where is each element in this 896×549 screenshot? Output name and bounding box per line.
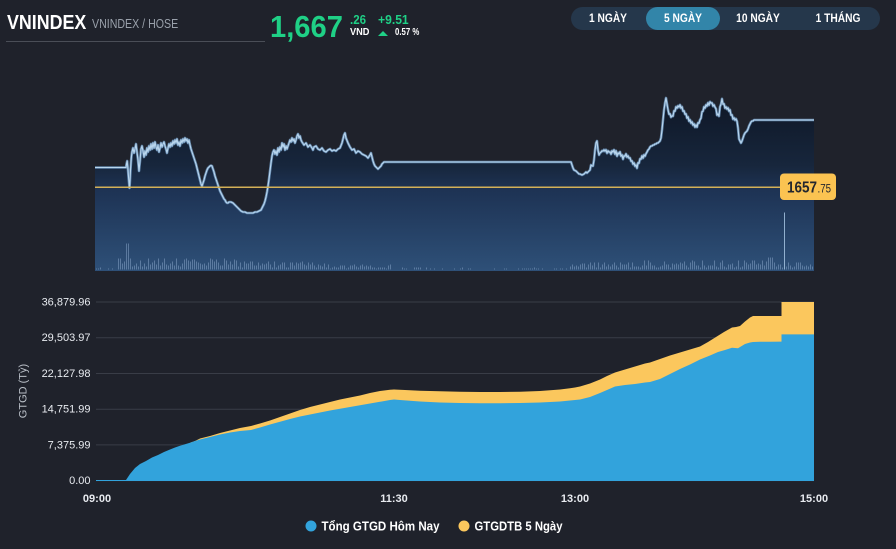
svg-text:7,375.99: 7,375.99 bbox=[48, 439, 91, 451]
svg-text:0.00: 0.00 bbox=[69, 475, 90, 487]
svg-text:29,503.97: 29,503.97 bbox=[42, 332, 91, 344]
svg-text:13:00: 13:00 bbox=[561, 493, 589, 505]
svg-text:GTGD (Tỷ): GTGD (Tỷ) bbox=[18, 364, 30, 418]
svg-text:14,751.99: 14,751.99 bbox=[42, 404, 91, 416]
svg-text:15:00: 15:00 bbox=[800, 493, 828, 505]
svg-text:22,127.98: 22,127.98 bbox=[42, 368, 91, 380]
svg-text:11:30: 11:30 bbox=[380, 493, 408, 505]
svg-text:.75: .75 bbox=[818, 182, 832, 196]
svg-text:GTGDTB 5 Ngày: GTGDTB 5 Ngày bbox=[475, 520, 563, 534]
svg-text:36,879.96: 36,879.96 bbox=[42, 297, 91, 309]
svg-text:Tổng GTGD Hôm Nay: Tổng GTGD Hôm Nay bbox=[322, 520, 440, 534]
svg-text:09:00: 09:00 bbox=[83, 493, 111, 505]
svg-text:1657: 1657 bbox=[787, 180, 817, 197]
